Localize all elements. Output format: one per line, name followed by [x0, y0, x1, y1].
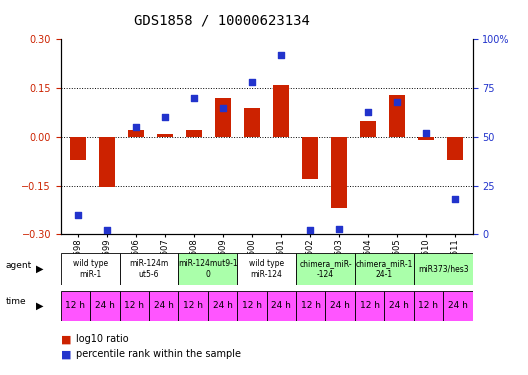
Bar — [355, 291, 384, 321]
Text: log10 ratio: log10 ratio — [76, 334, 128, 344]
Text: miR-124mut9-1
0: miR-124mut9-1 0 — [178, 260, 238, 279]
Text: 24 h: 24 h — [271, 301, 291, 310]
Text: 12 h: 12 h — [242, 301, 262, 310]
Text: time: time — [5, 297, 26, 306]
Bar — [61, 253, 119, 285]
Text: 24 h: 24 h — [389, 301, 409, 310]
Bar — [384, 291, 414, 321]
Bar — [414, 291, 443, 321]
Text: ▶: ▶ — [36, 264, 43, 274]
Bar — [443, 291, 473, 321]
Text: 24 h: 24 h — [330, 301, 350, 310]
Text: GDS1858 / 10000623134: GDS1858 / 10000623134 — [134, 13, 310, 27]
Point — [277, 52, 285, 58]
Point — [306, 228, 314, 234]
Text: 12 h: 12 h — [301, 301, 321, 310]
Bar — [447, 137, 463, 160]
Text: 12 h: 12 h — [418, 301, 438, 310]
Text: 24 h: 24 h — [154, 301, 174, 310]
Bar — [418, 137, 434, 140]
Text: percentile rank within the sample: percentile rank within the sample — [76, 350, 241, 359]
Text: chimera_miR-1
24-1: chimera_miR-1 24-1 — [356, 260, 413, 279]
Text: 12 h: 12 h — [124, 301, 144, 310]
Bar — [389, 94, 405, 137]
Text: ■: ■ — [61, 350, 71, 359]
Bar — [331, 137, 347, 209]
Bar — [355, 253, 414, 285]
Bar — [237, 291, 267, 321]
Bar — [99, 137, 115, 187]
Point — [132, 124, 140, 130]
Bar — [215, 98, 231, 137]
Point — [74, 212, 82, 218]
Text: wild type
miR-124: wild type miR-124 — [249, 260, 284, 279]
Text: 12 h: 12 h — [360, 301, 380, 310]
Point — [451, 196, 459, 202]
Text: miR-124m
ut5-6: miR-124m ut5-6 — [129, 260, 168, 279]
Bar — [296, 253, 355, 285]
Text: ▶: ▶ — [36, 301, 43, 310]
Point — [248, 79, 257, 85]
Point — [422, 130, 430, 136]
Bar — [360, 121, 376, 137]
Bar — [119, 253, 178, 285]
Point — [219, 105, 228, 111]
Text: 24 h: 24 h — [448, 301, 468, 310]
Text: 24 h: 24 h — [95, 301, 115, 310]
Bar — [273, 85, 289, 137]
Point — [364, 108, 372, 114]
Bar — [325, 291, 355, 321]
Point — [103, 228, 111, 234]
Bar — [90, 291, 119, 321]
Point — [335, 225, 343, 231]
Bar — [186, 130, 202, 137]
Bar — [267, 291, 296, 321]
Text: wild type
miR-1: wild type miR-1 — [72, 260, 108, 279]
Bar — [70, 137, 86, 160]
Text: 12 h: 12 h — [183, 301, 203, 310]
Bar — [414, 253, 473, 285]
Bar — [119, 291, 149, 321]
Bar — [157, 134, 173, 137]
Bar — [296, 291, 325, 321]
Text: ■: ■ — [61, 334, 71, 344]
Point — [393, 99, 401, 105]
Bar — [128, 130, 144, 137]
Point — [190, 95, 199, 101]
Bar — [61, 291, 90, 321]
Bar — [178, 253, 237, 285]
Text: 12 h: 12 h — [65, 301, 86, 310]
Point — [161, 114, 169, 120]
Bar — [244, 108, 260, 137]
Bar — [208, 291, 237, 321]
Bar — [149, 291, 178, 321]
Bar — [178, 291, 208, 321]
Bar — [302, 137, 318, 179]
Text: 24 h: 24 h — [213, 301, 232, 310]
Bar — [237, 253, 296, 285]
Text: agent: agent — [5, 261, 32, 270]
Text: miR373/hes3: miR373/hes3 — [418, 265, 468, 274]
Text: chimera_miR-
-124: chimera_miR- -124 — [299, 260, 352, 279]
